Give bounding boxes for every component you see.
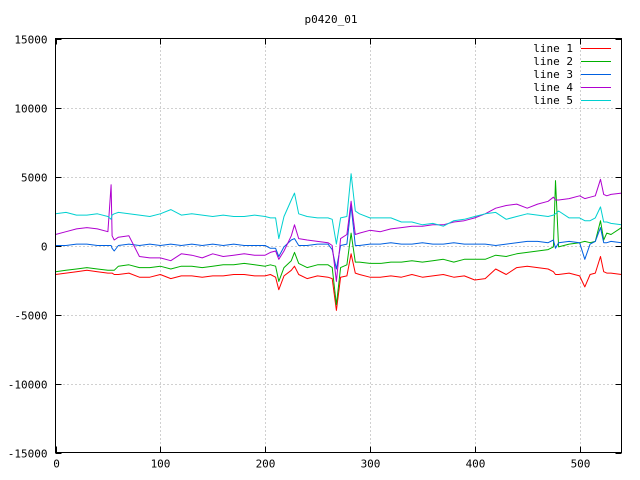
series-line-1 bbox=[55, 253, 622, 311]
x-tick-label: 300 bbox=[361, 458, 381, 471]
series-lines bbox=[55, 173, 622, 311]
x-tick-label: 500 bbox=[571, 458, 591, 471]
x-tick-label: 0 bbox=[53, 458, 60, 471]
legend-label: line 5 bbox=[533, 94, 573, 107]
x-tick-label: 100 bbox=[151, 458, 171, 471]
legend-label: line 2 bbox=[533, 55, 573, 68]
gridlines bbox=[55, 38, 622, 453]
y-tick-label: 15000 bbox=[14, 34, 47, 47]
y-tick-label: -5000 bbox=[14, 310, 47, 323]
axes: -15000 -10000 -5000 0 5000 10000 15000 0 100 200 3… bbox=[8, 34, 622, 471]
chart-title: p0420_01 bbox=[305, 13, 358, 26]
y-tick-label: 0 bbox=[41, 241, 48, 254]
x-tick-label: 200 bbox=[256, 458, 276, 471]
x-tick-label: 400 bbox=[466, 458, 486, 471]
y-tick-label: -10000 bbox=[8, 379, 48, 392]
y-tick-label: 10000 bbox=[14, 103, 47, 116]
series-line-5 bbox=[55, 173, 622, 245]
series-line-2 bbox=[55, 180, 622, 306]
plot-frame bbox=[55, 38, 622, 453]
series-line-4 bbox=[55, 178, 622, 282]
y-tick-label: 5000 bbox=[21, 172, 48, 185]
legend-label: line 3 bbox=[533, 68, 573, 81]
legend-label: line 1 bbox=[533, 42, 573, 55]
y-tick-label: -15000 bbox=[8, 448, 48, 461]
legend-label: line 4 bbox=[533, 81, 573, 94]
